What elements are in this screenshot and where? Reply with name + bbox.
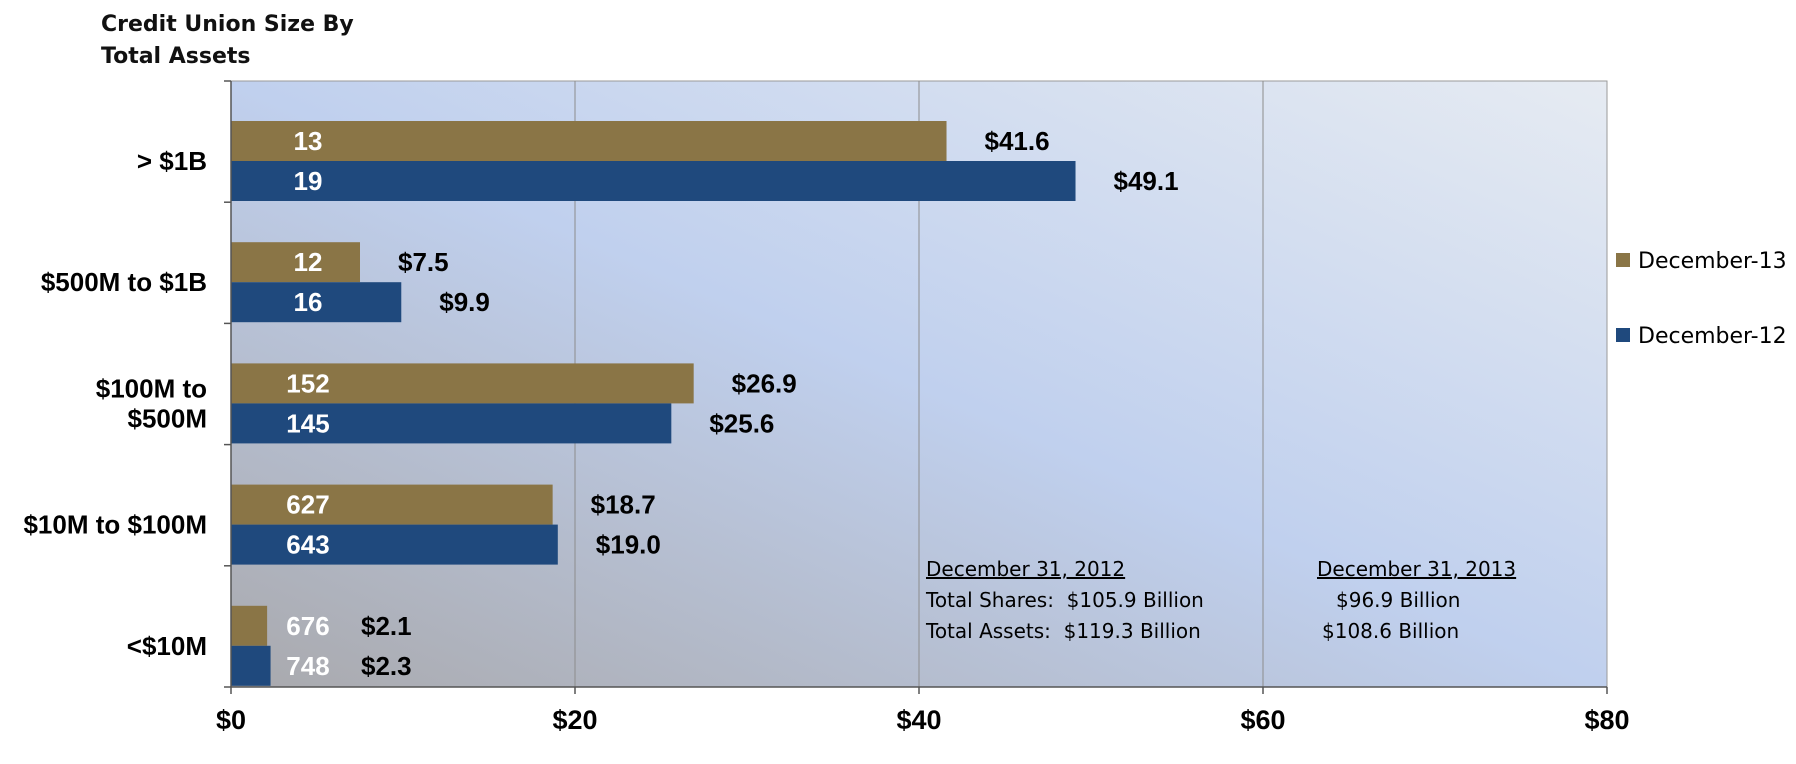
x-tick-label: $0 <box>216 705 246 735</box>
bars: 13 $41.6 12 $7.5 152 $26.9 627 $18.7 676 $2.1 19 $4… <box>231 121 1179 686</box>
value-label-december-13: $41.6 <box>985 126 1050 156</box>
value-label-december-12: $25.6 <box>709 408 774 438</box>
count-label-december-12: 643 <box>286 530 329 560</box>
value-label-december-13: $18.7 <box>591 490 656 520</box>
note-2013-assets: $108.6 Billion <box>1322 619 1459 643</box>
bar-december-12 <box>231 403 672 444</box>
note-2012-assets: Total Assets: $119.3 Billion <box>925 619 1201 643</box>
category-label-100m-to-500m: $100M to $500M <box>96 373 207 433</box>
count-label-december-12: 748 <box>286 651 329 681</box>
note-2012-heading: December 31, 2012 <box>926 557 1125 581</box>
note-2013-shares: $96.9 Billion <box>1336 588 1460 612</box>
x-tick-label: $20 <box>552 705 597 735</box>
legend-swatch-december-12 <box>1616 328 1630 342</box>
bar-december-13 <box>231 484 553 525</box>
count-label-december-13: 676 <box>286 611 329 641</box>
value-label-december-12: $49.1 <box>1114 166 1179 196</box>
count-label-december-13: 627 <box>286 490 329 520</box>
totals-annotation: December 31, 2012 Total Shares: $105.9 B… <box>925 557 1516 643</box>
bar-december-12 <box>231 645 271 686</box>
bar-december-12 <box>231 161 1076 201</box>
value-label-december-13: $26.9 <box>732 368 797 398</box>
value-label-december-12: $2.3 <box>361 651 412 681</box>
note-2012-shares: Total Shares: $105.9 Billion <box>925 588 1204 612</box>
count-label-december-13: 152 <box>286 368 329 398</box>
bar-december-13 <box>231 363 694 404</box>
category-label-1b: > $1B <box>137 146 207 176</box>
note-2013-heading: December 31, 2013 <box>1317 557 1516 581</box>
x-tick-label: $60 <box>1240 705 1285 735</box>
bar-december-12 <box>231 524 558 565</box>
category-label-500m-to-1b: $500M to $1B <box>41 267 207 297</box>
x-tick-label: $40 <box>896 705 941 735</box>
value-label-december-13: $7.5 <box>398 247 449 277</box>
count-label-december-12: 19 <box>294 166 323 196</box>
count-label-december-12: 16 <box>294 287 323 317</box>
bar-december-13 <box>231 242 360 283</box>
bar-december-13 <box>231 121 947 161</box>
value-label-december-12: $19.0 <box>596 530 661 560</box>
legend: December-13 December-12 <box>1616 249 1787 349</box>
legend-swatch-december-13 <box>1616 253 1630 267</box>
category-label-10m-to-100m: $10M to $100M <box>23 510 207 540</box>
legend-label-december-12: December-12 <box>1638 324 1787 349</box>
chart-title-line-1: Credit Union Size By <box>101 12 354 37</box>
x-tick-label: $80 <box>1584 705 1629 735</box>
category-label-10m: <$10M <box>127 631 207 661</box>
bar-december-13 <box>231 605 268 646</box>
count-label-december-13: 12 <box>294 247 323 277</box>
count-label-december-13: 13 <box>294 126 323 156</box>
value-label-december-12: $9.9 <box>439 287 490 317</box>
bar-december-12 <box>231 282 402 323</box>
legend-label-december-13: December-13 <box>1638 249 1787 274</box>
value-label-december-13: $2.1 <box>361 611 412 641</box>
count-label-december-12: 145 <box>286 408 329 438</box>
chart-title-line-2: Total Assets <box>101 44 251 69</box>
axes: $0 $20 $40 $60 $80 > $1B $500M to $1B $100M to $… <box>23 80 1630 735</box>
